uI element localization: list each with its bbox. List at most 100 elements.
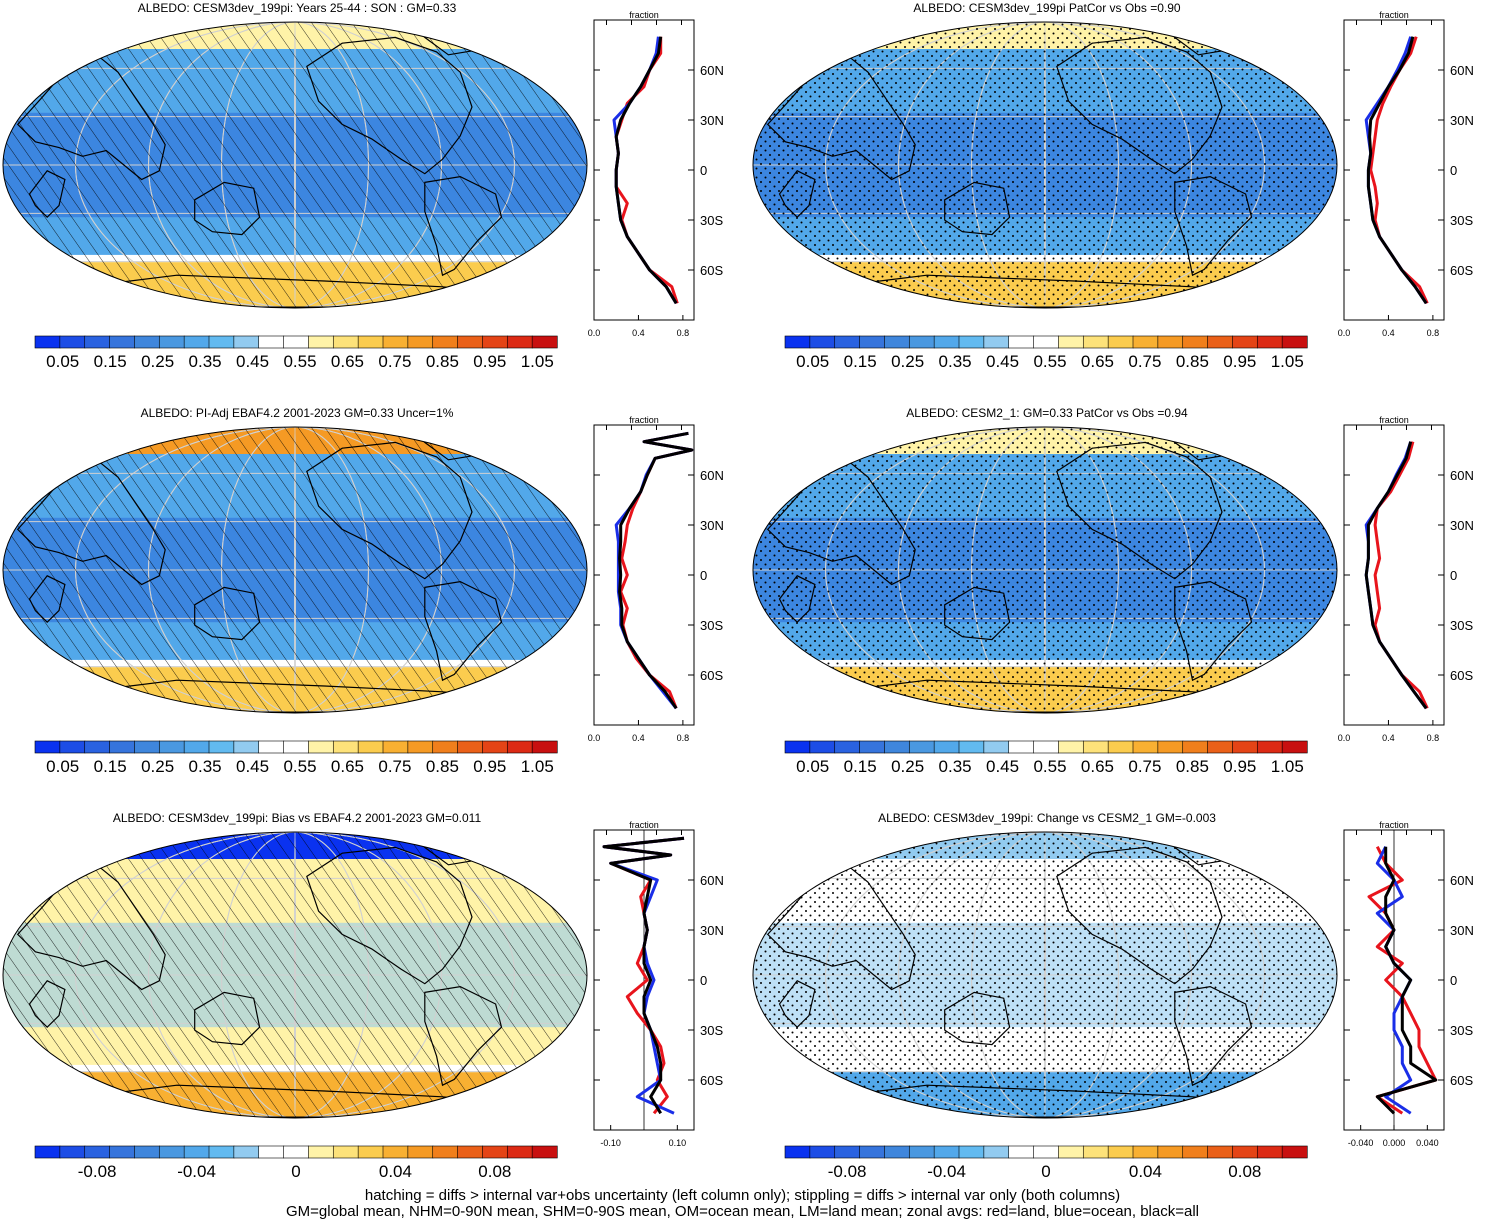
colorbar-swatch [506, 740, 533, 754]
colorbar-tick-label: 0.85 [426, 352, 459, 371]
colorbar-swatch [357, 335, 384, 349]
panel-6: ALBEDO: CESM3dev_199pi: Change vs CESM2_… [752, 811, 1474, 1181]
zonal-line-all [618, 431, 694, 710]
colorbar-tick-label: 1.05 [1271, 757, 1304, 776]
colorbar-tick-label: 0.55 [1033, 757, 1066, 776]
zonal-y-label: 30S [1450, 213, 1473, 228]
colorbar-tick-label: 0.15 [94, 757, 127, 776]
colorbar-swatch [357, 740, 384, 754]
zonal-panel: fraction 60N 30N 0 30S 60S 0.0 0.4 0.8 [588, 10, 724, 338]
colorbar-swatch [1058, 335, 1084, 349]
zonal-y-label: 60N [700, 63, 724, 78]
map-field [3, 832, 587, 1118]
colorbar-tick-label: 0.85 [1176, 352, 1209, 371]
zonal-x-label: 0.4 [1382, 733, 1395, 743]
zonal-y-label: 30N [1450, 518, 1474, 533]
colorbar-tick-label: 0.35 [189, 352, 222, 371]
zonal-title: fraction [1379, 415, 1409, 425]
colorbar-swatch [258, 1145, 285, 1159]
colorbar-tick-label: 0.25 [141, 352, 174, 371]
colorbar-swatch [84, 740, 111, 754]
colorbar-swatch [183, 1145, 210, 1159]
colorbar-swatch [407, 740, 434, 754]
colorbar-swatch [1232, 335, 1258, 349]
colorbar-swatch [1058, 1145, 1084, 1159]
zonal-x-label: 0.8 [1427, 328, 1440, 338]
zonal-y-label: 30N [1450, 113, 1474, 128]
zonal-panel: fraction 60N 30N 0 30S 60S -0.040 0.000 0.040 [1343, 820, 1474, 1148]
zonal-panel: fraction 60N 30N 0 30S 60S 0.0 0.4 0.8 [1338, 10, 1474, 338]
colorbar-swatch [34, 740, 61, 754]
panel-title: ALBEDO: CESM3dev_199pi: Bias vs EBAF4.2 … [113, 811, 482, 825]
colorbar-swatch [1182, 740, 1209, 754]
colorbar-tick-label: 0.25 [891, 757, 924, 776]
colorbar-swatch [84, 335, 111, 349]
colorbar-swatch [233, 740, 260, 754]
zonal-x-label: 0.4 [632, 733, 645, 743]
colorbar-swatch [983, 740, 1010, 754]
zonal-frame [1343, 19, 1445, 321]
zonal-y-label: 0 [700, 973, 707, 988]
colorbar-tick-label: 0.05 [796, 757, 829, 776]
map-field [3, 22, 587, 308]
colorbar-swatch [1082, 335, 1109, 349]
colorbar-swatch [983, 1145, 1010, 1159]
colorbar-swatch [109, 1145, 136, 1159]
colorbar-tick-label: 1.05 [1271, 352, 1304, 371]
colorbar-swatch [1107, 335, 1134, 349]
colorbar-tick-label: -0.08 [78, 1162, 117, 1181]
zonal-y-label: 30N [700, 923, 724, 938]
zonal-y-label: 30S [700, 213, 723, 228]
colorbar-swatch [859, 335, 886, 349]
zonal-y-label: 60S [1450, 668, 1473, 683]
colorbar-swatch [283, 740, 310, 754]
colorbar-swatch [1256, 1145, 1283, 1159]
colorbar-swatch [1033, 1145, 1060, 1159]
colorbar-swatch [109, 740, 136, 754]
map-border [2, 21, 588, 309]
colorbar-swatch [1157, 740, 1184, 754]
zonal-y-label: 60S [700, 263, 723, 278]
colorbar-tick-label: 0.95 [473, 352, 506, 371]
colorbar-swatch [382, 1145, 409, 1159]
zonal-y-label: 0 [700, 568, 707, 583]
zonal-x-label: 0.000 [1383, 1138, 1406, 1148]
zonal-title: fraction [629, 10, 659, 20]
colorbar-tick-label: 0.08 [1228, 1162, 1261, 1181]
colorbar-swatch [158, 335, 185, 349]
colorbar-swatch [258, 740, 285, 754]
colorbar-swatch [332, 740, 359, 754]
panel-title: ALBEDO: CESM2_1: GM=0.33 PatCor vs Obs =… [906, 406, 1188, 420]
colorbar-tick-label: 0.05 [46, 352, 79, 371]
colorbar: 0.05 0.15 0.25 0.35 0.45 0.55 0.65 0.75 0.85 0.95… [34, 740, 558, 776]
colorbar-swatch [1107, 1145, 1134, 1159]
colorbar-swatch [531, 1145, 558, 1159]
footer-line-hatching: hatching = diffs > internal var+obs unce… [364, 1187, 1121, 1204]
colorbar-swatch [208, 740, 235, 754]
colorbar-swatch [531, 740, 558, 754]
zonal-y-label: 0 [700, 163, 707, 178]
zonal-title: fraction [1379, 820, 1409, 830]
colorbar-tick-label: 1.05 [521, 757, 554, 776]
colorbar-tick-label: 1.05 [521, 352, 554, 371]
colorbar: -0.08 -0.04 0 0.04 0.08 [784, 1145, 1308, 1181]
colorbar: 0.05 0.15 0.25 0.35 0.45 0.55 0.65 0.75 0.85 0.95… [784, 335, 1308, 371]
colorbar-tick-label: 0.55 [1033, 352, 1066, 371]
colorbar-swatch [233, 335, 260, 349]
map-border [752, 426, 1338, 714]
panel-title: ALBEDO: CESM3dev_199pi: Years 25-44 : SO… [138, 1, 457, 15]
colorbar-swatch [1082, 1145, 1109, 1159]
zonal-line-all [1366, 36, 1428, 305]
panel-title: ALBEDO: CESM3dev_199pi: Change vs CESM2_… [878, 811, 1216, 825]
map-border [2, 831, 588, 1119]
stippling-overlay [753, 22, 1337, 308]
colorbar-tick-label: 0.75 [1128, 352, 1161, 371]
colorbar-swatch [1281, 335, 1308, 349]
zonal-x-label: -0.040 [1348, 1138, 1374, 1148]
panel-4: ALBEDO: CESM2_1: GM=0.33 PatCor vs Obs =… [752, 406, 1474, 776]
zonal-line-all [1364, 441, 1428, 710]
colorbar-tick-label: 0.65 [331, 757, 364, 776]
colorbar-swatch [1107, 740, 1134, 754]
zonal-y-label: 60N [1450, 468, 1474, 483]
